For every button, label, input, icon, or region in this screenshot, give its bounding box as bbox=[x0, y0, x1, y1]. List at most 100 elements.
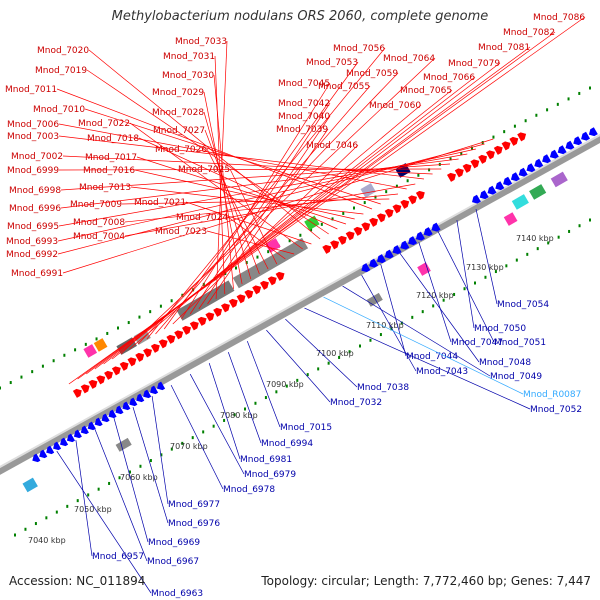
reverse-gene-arrow bbox=[73, 429, 82, 439]
forward-gene-arrow bbox=[135, 352, 145, 362]
leader-line-top bbox=[94, 62, 501, 370]
leader-line-top bbox=[227, 216, 286, 260]
outer-tick-dots bbox=[353, 206, 355, 210]
leader-line-top bbox=[88, 49, 321, 240]
leader-line-bottom bbox=[56, 450, 152, 594]
reverse-gene-arrow bbox=[129, 397, 138, 407]
inner-tick-dots bbox=[212, 424, 215, 428]
outer-tick-dots bbox=[417, 173, 420, 177]
reverse-gene-arrow bbox=[46, 445, 55, 455]
outer-tick-dots bbox=[310, 228, 313, 232]
gene-label-bottom: Mnod_6977 bbox=[168, 500, 220, 510]
gene-block bbox=[232, 237, 309, 289]
inner-tick-dots bbox=[191, 436, 194, 440]
forward-gene-arrow bbox=[72, 388, 82, 398]
outer-tick-dots bbox=[63, 353, 66, 357]
colored-gene bbox=[417, 262, 431, 276]
reverse-gene-arrow bbox=[479, 190, 489, 200]
reverse-gene-arrow bbox=[534, 158, 544, 168]
forward-gene-arrow bbox=[205, 312, 215, 322]
forward-gene-arrow bbox=[236, 294, 246, 304]
leader-line-top bbox=[57, 143, 485, 255]
gene-label-bottom: Mnod_7047 bbox=[451, 338, 503, 348]
outer-tick-dots bbox=[138, 315, 141, 319]
leader-line-top bbox=[77, 31, 556, 380]
forward-gene-arrow bbox=[337, 235, 347, 245]
inner-tick-dots bbox=[317, 367, 320, 371]
tick-label: 7080 kbp bbox=[220, 411, 258, 420]
gene-label-top: Mnod_6996 bbox=[9, 204, 61, 214]
inner-tick-dots bbox=[338, 355, 341, 359]
gene-label-top: Mnod_7002 bbox=[11, 152, 63, 162]
gene-label-bottom: Mnod_7051 bbox=[494, 338, 546, 348]
gene-label-top: Mnod_6993 bbox=[6, 237, 58, 247]
leader-line-bottom bbox=[380, 264, 407, 357]
gene-label-top: Mnod_7004 bbox=[73, 232, 125, 242]
forward-gene-arrow bbox=[470, 159, 480, 169]
leader-line-bottom bbox=[227, 351, 262, 444]
leader-line-top bbox=[163, 61, 359, 330]
gene-label-top: Mnod_7033 bbox=[175, 37, 227, 47]
forward-gene-arrow bbox=[517, 132, 527, 142]
reverse-gene-arrow bbox=[573, 136, 583, 146]
forward-gene-arrow bbox=[415, 190, 425, 200]
backbone-track bbox=[0, 135, 600, 475]
leader-line-top bbox=[229, 168, 278, 265]
gene-label-top: Mnod_7059 bbox=[346, 69, 398, 79]
reverse-gene-arrow bbox=[557, 145, 567, 155]
reverse-gene-arrow bbox=[150, 385, 159, 395]
gene-label-top: Mnod_6999 bbox=[7, 166, 59, 176]
gene-label-bottom: Mnod_6967 bbox=[147, 557, 199, 567]
inner-tick-dots bbox=[97, 487, 100, 491]
gene-label-top: Mnod_7065 bbox=[400, 86, 452, 96]
outer-tick-dots bbox=[331, 217, 334, 221]
gene-label-bottom: Mnod_6963 bbox=[151, 589, 203, 599]
inner-tick-dots bbox=[421, 310, 424, 314]
reverse-gene-arrow bbox=[510, 172, 520, 182]
forward-gene-arrow bbox=[376, 213, 386, 223]
leader-line-top bbox=[203, 111, 252, 280]
tick-label: 7130 kbp bbox=[466, 263, 504, 272]
leader-line-top bbox=[146, 47, 386, 340]
leader-line-bottom bbox=[208, 362, 241, 460]
forward-gene-arrow bbox=[88, 379, 98, 389]
gene-label-bottom: Mnod_7049 bbox=[490, 372, 542, 382]
forward-gene-arrow bbox=[189, 321, 199, 331]
forward-gene-arrow bbox=[143, 348, 152, 358]
inner-tick-dots bbox=[547, 241, 550, 245]
reverse-gene-arrow bbox=[472, 194, 481, 204]
colored-gene bbox=[22, 477, 38, 493]
reverse-gene-arrow bbox=[143, 389, 152, 399]
leader-line-top bbox=[124, 193, 399, 223]
gene-label-top: Mnod_7029 bbox=[152, 88, 204, 98]
gene-label-top: Mnod_7013 bbox=[79, 183, 131, 193]
colored-gene bbox=[93, 338, 108, 352]
reverse-gene-arrow bbox=[487, 185, 497, 195]
inner-tick-dots bbox=[568, 229, 571, 233]
forward-gene-arrow bbox=[462, 163, 472, 173]
inner-tick-dots bbox=[108, 481, 111, 485]
outer-tick-dots bbox=[95, 337, 98, 341]
outer-tick-dots bbox=[20, 375, 23, 379]
forward-gene-arrow bbox=[345, 231, 355, 241]
forward-gene-arrow bbox=[478, 154, 488, 164]
outer-tick-dots bbox=[363, 201, 366, 205]
tick-label: 7140 kbp bbox=[516, 234, 554, 243]
leader-line-top bbox=[137, 72, 399, 345]
gene-label-top: Mnod_7040 bbox=[278, 112, 330, 122]
inner-tick-dots bbox=[254, 401, 257, 405]
inner-tick-dots bbox=[170, 447, 173, 451]
leader-line-bottom bbox=[94, 428, 148, 562]
leader-line-top bbox=[134, 169, 355, 220]
forward-gene-arrow bbox=[213, 307, 223, 317]
gene-label-top: Mnod_7003 bbox=[7, 132, 59, 142]
inner-tick-dots bbox=[24, 527, 27, 531]
reverse-gene-arrow bbox=[565, 140, 575, 150]
gene-label-bottom: Mnod_7043 bbox=[416, 367, 468, 377]
gene-label-top: Mnod_7027 bbox=[153, 126, 205, 136]
leader-line-bottom bbox=[323, 296, 524, 395]
gene-label-top: Mnod_7066 bbox=[423, 73, 475, 83]
gene-label-bottom: Mnod_7032 bbox=[330, 398, 382, 408]
inner-tick-dots bbox=[432, 304, 435, 308]
